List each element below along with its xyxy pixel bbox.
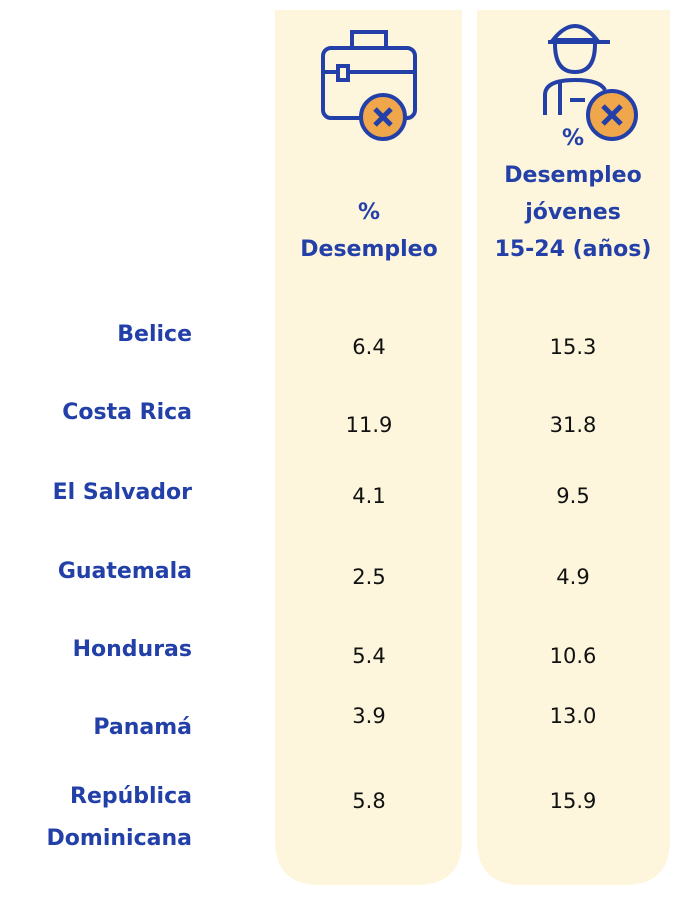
column-header: Desempleo bbox=[504, 163, 641, 188]
cell-value: 2.5 bbox=[352, 565, 385, 589]
cell-value: 10.6 bbox=[550, 644, 597, 668]
country-name: El Salvador bbox=[53, 480, 193, 505]
column-background bbox=[477, 10, 670, 885]
cell-value: 4.9 bbox=[556, 565, 589, 589]
cell-value: 31.8 bbox=[550, 413, 597, 437]
country-name: Guatemala bbox=[58, 559, 192, 584]
country-name: Belice bbox=[117, 322, 192, 347]
column-header: % bbox=[358, 200, 380, 225]
column-header: 15-24 (años) bbox=[495, 237, 652, 262]
worker-icon bbox=[543, 24, 638, 141]
column-header: Desempleo bbox=[300, 237, 437, 262]
cell-value: 5.8 bbox=[352, 789, 385, 813]
cell-value: 15.3 bbox=[550, 335, 597, 359]
country-name: Dominicana bbox=[47, 826, 192, 851]
cell-value: 9.5 bbox=[556, 484, 589, 508]
briefcase-icon bbox=[321, 30, 417, 141]
column-header: jóvenes bbox=[524, 200, 621, 225]
cell-value: 3.9 bbox=[352, 704, 385, 728]
country-name: República bbox=[70, 784, 192, 809]
column-header: % bbox=[562, 126, 584, 151]
column-background bbox=[275, 10, 462, 885]
country-name: Honduras bbox=[73, 637, 192, 662]
cell-value: 6.4 bbox=[352, 335, 385, 359]
cell-value: 4.1 bbox=[352, 484, 385, 508]
cell-value: 13.0 bbox=[550, 704, 597, 728]
cell-value: 5.4 bbox=[352, 644, 385, 668]
country-name: Panamá bbox=[93, 715, 192, 740]
cell-value: 15.9 bbox=[550, 789, 597, 813]
country-name: Costa Rica bbox=[62, 400, 192, 425]
cell-value: 11.9 bbox=[346, 413, 393, 437]
